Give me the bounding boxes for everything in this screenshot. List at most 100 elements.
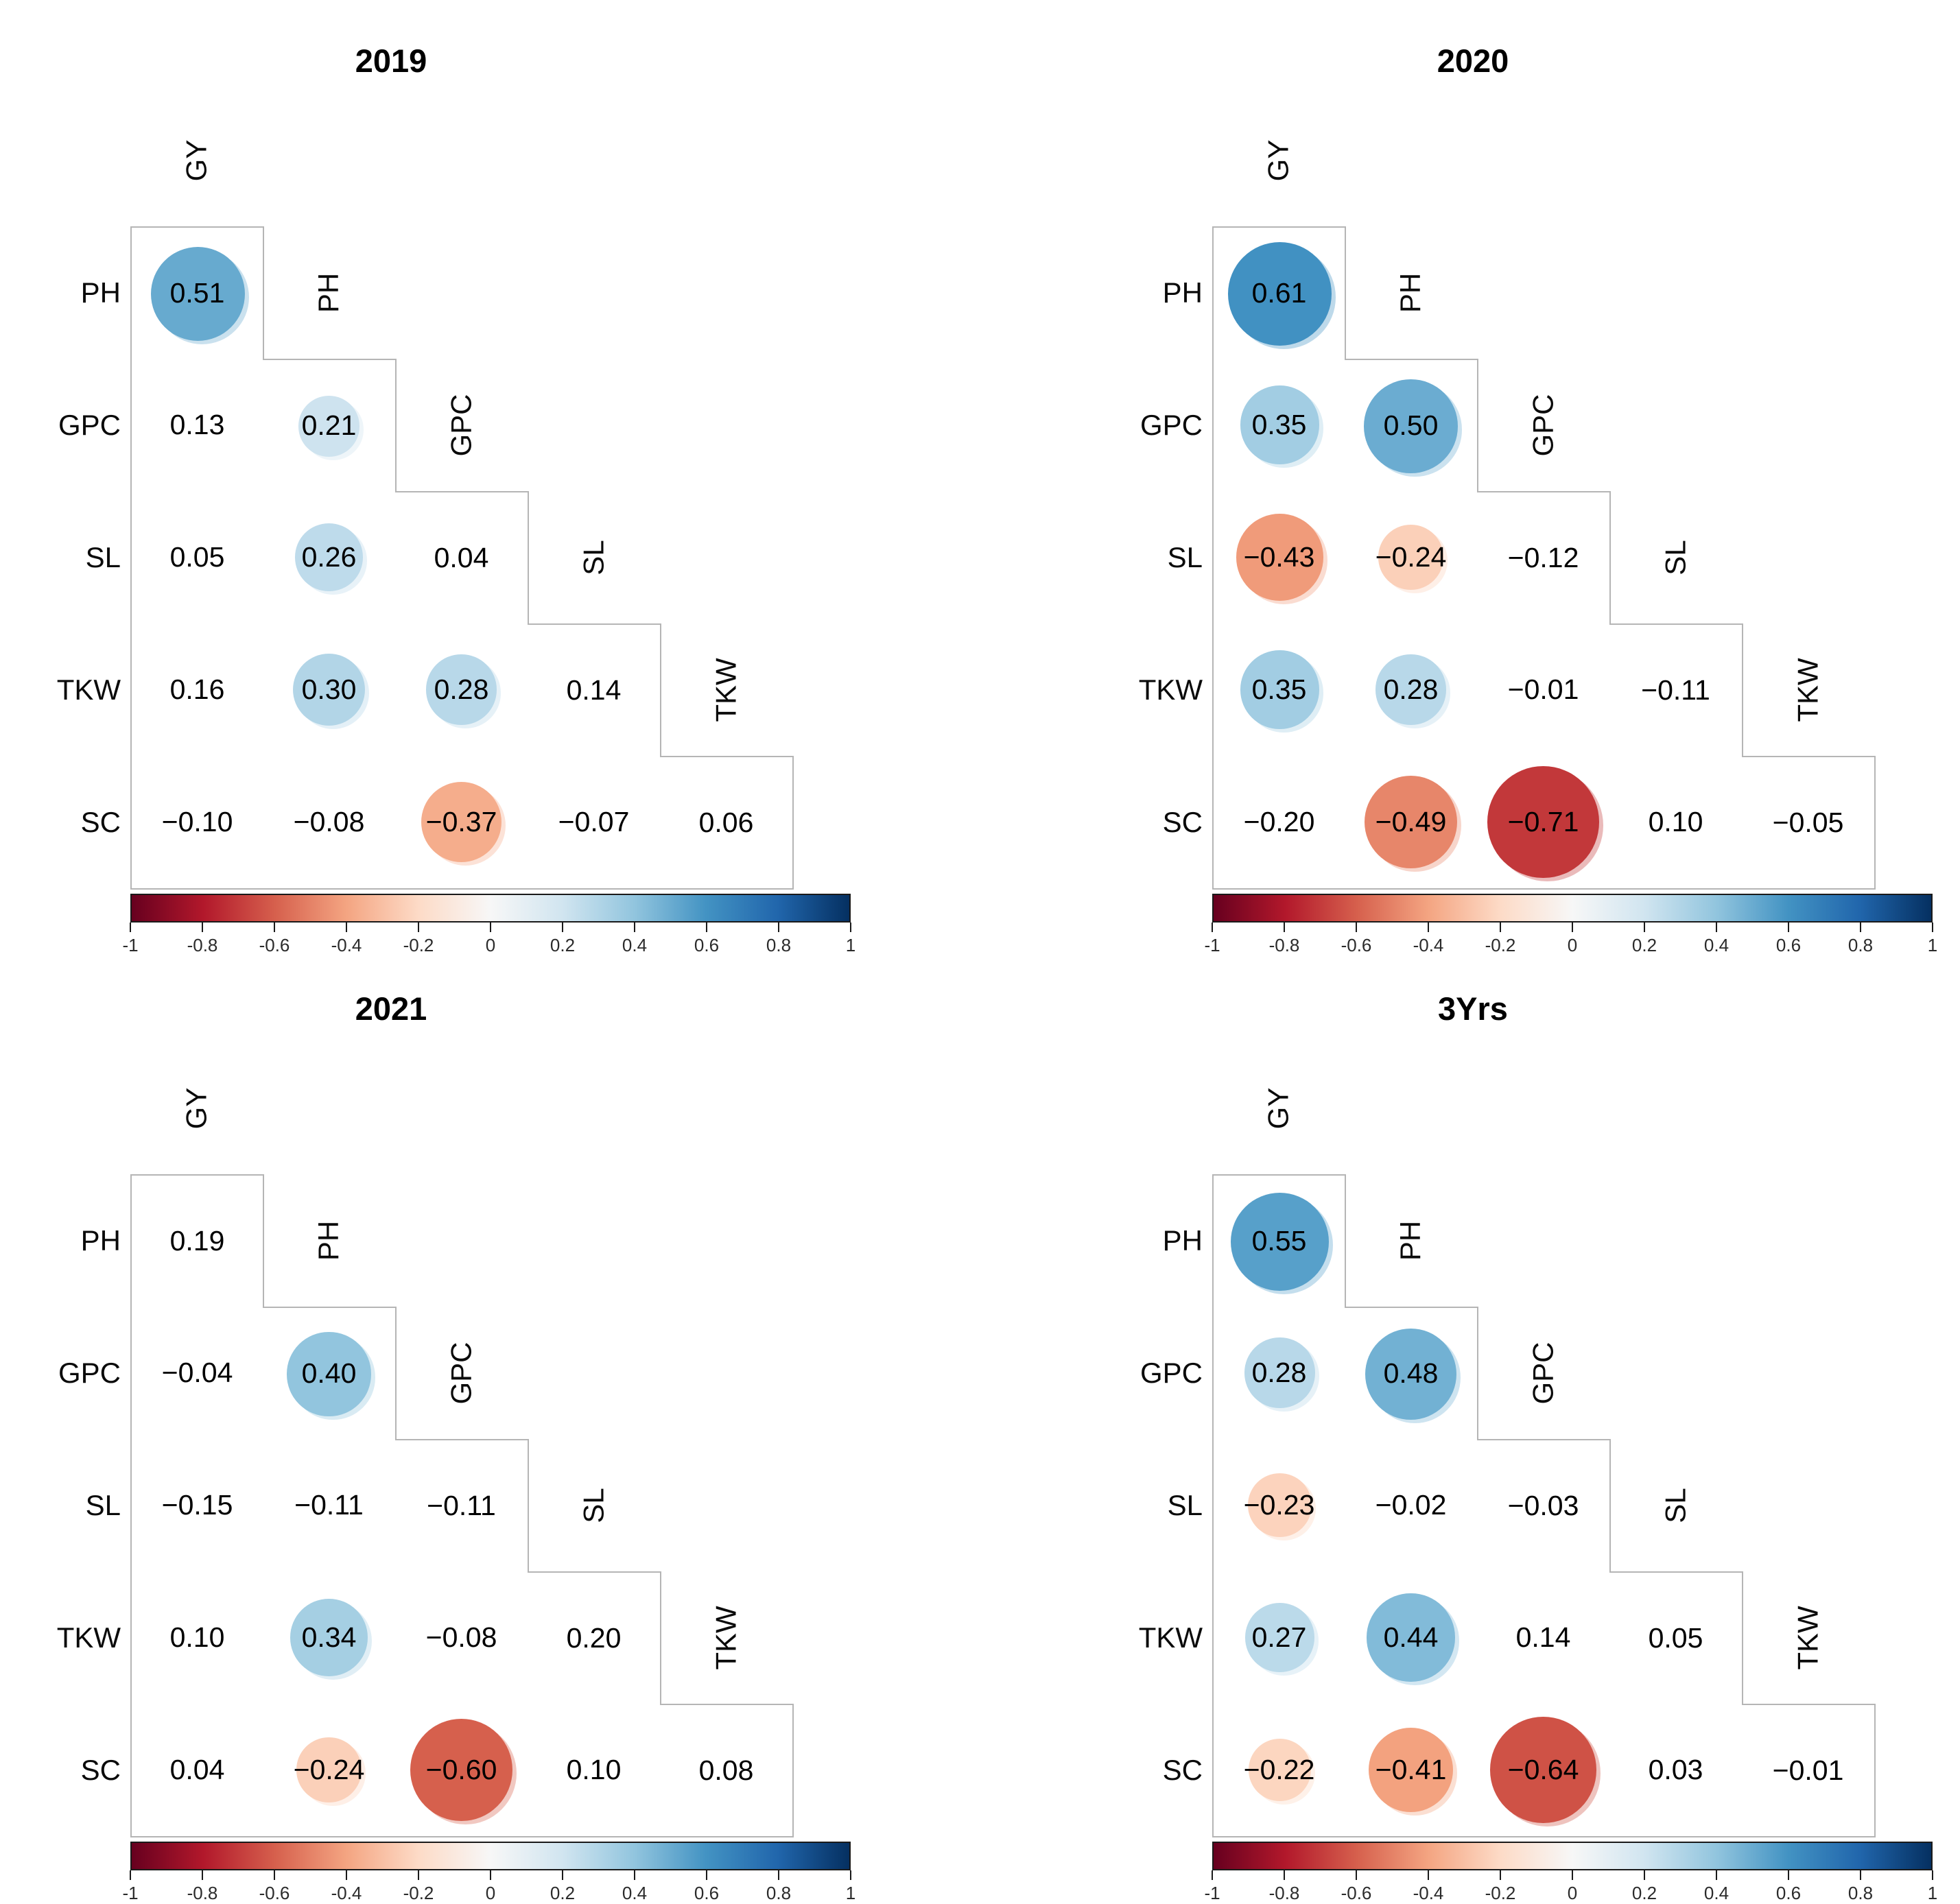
panel-title: 2021 <box>355 990 427 1027</box>
corr-cell-sc-tkw: −0.01 <box>1742 1704 1876 1837</box>
corr-cell-sl-gpc: −0.12 <box>1477 491 1611 625</box>
colorbar-tick <box>1356 1870 1357 1880</box>
colorbar-tick-label: 0 <box>1567 1883 1578 1903</box>
corr-cell-tkw-gpc: 0.28 <box>395 623 529 757</box>
diag-label-text: PH <box>312 1220 345 1261</box>
diag-label-text: TKW <box>709 1605 742 1670</box>
colorbar-tick-label: 0.6 <box>694 1883 720 1903</box>
corr-value: 0.10 <box>1648 806 1703 837</box>
corr-value: −0.01 <box>1507 674 1579 705</box>
corr-cell-sl-gpc: −0.11 <box>395 1439 529 1573</box>
colorbar-tick-label: 0.4 <box>622 935 648 955</box>
colorbar-tick-label: -1 <box>1204 1883 1220 1903</box>
corr-value: 0.28 <box>434 674 489 705</box>
colorbar-tick-label: 0.8 <box>1847 935 1874 955</box>
diag-label-sl: SL <box>1609 491 1742 623</box>
diag-label-text: GPC <box>1526 1341 1559 1405</box>
colorbar-tick-label: -0.6 <box>259 1883 290 1903</box>
corr-cell-sc-tkw: −0.05 <box>1742 756 1876 890</box>
corr-value: −0.02 <box>1375 1489 1447 1521</box>
colorbar-tick <box>1284 1870 1285 1880</box>
colorbar-tick-label: 0 <box>485 935 496 955</box>
colorbar-tick-label: 1 <box>1927 935 1938 955</box>
corr-cell-sl-gpc: −0.03 <box>1477 1439 1611 1573</box>
row-label-gpc: GPC <box>1140 1356 1203 1389</box>
corr-value: 0.14 <box>1515 1621 1571 1653</box>
colorbar-tick-label: -0.8 <box>187 1883 218 1903</box>
diag-label-gpc: GPC <box>1477 1307 1609 1439</box>
row-label-sl: SL <box>85 540 121 573</box>
corr-circle <box>298 396 359 457</box>
colorbar-tick <box>634 1870 635 1880</box>
corr-cell-sl-ph: −0.11 <box>263 1439 397 1573</box>
corr-value: 0.34 <box>301 1621 357 1653</box>
corr-circle <box>287 1332 371 1416</box>
colorbar-tick <box>1212 1870 1213 1880</box>
corr-cell-sc-gy: −0.22 <box>1212 1704 1346 1837</box>
colorbar-tick <box>1500 923 1501 932</box>
row-label-ph: PH <box>80 276 121 309</box>
corr-cell-sl-gy: 0.05 <box>130 491 264 625</box>
colorbar-tick <box>1356 923 1357 932</box>
colorbar-tick <box>1932 1870 1933 1880</box>
corr-value: −0.71 <box>1507 806 1579 837</box>
corr-value: −0.60 <box>425 1754 497 1785</box>
colorbar-tick <box>562 1870 563 1880</box>
corr-cell-sc-sl: 0.10 <box>528 1704 661 1837</box>
corr-cell-sc-ph: −0.24 <box>263 1704 397 1837</box>
corr-cell-tkw-ph: 0.30 <box>263 623 397 757</box>
diag-label-text: TKW <box>1791 1605 1824 1670</box>
colorbar-tick-label: -0.4 <box>1413 935 1444 955</box>
corr-value: −0.20 <box>1243 806 1315 837</box>
corr-value: −0.37 <box>425 806 497 837</box>
panel-title: 2019 <box>355 43 427 79</box>
colorbar-tick <box>202 923 203 932</box>
colorbar-tick-label: 0.6 <box>694 935 720 955</box>
colorbar-tick-label: 0.4 <box>622 1883 648 1903</box>
corr-cell-sl-gy: −0.43 <box>1212 491 1346 625</box>
diag-label-text: SL <box>1659 539 1692 575</box>
row-label-sc: SC <box>1162 1753 1203 1786</box>
diag-label-sl: SL <box>528 1439 660 1571</box>
corr-cell-sc-gy: 0.04 <box>130 1704 264 1837</box>
colorbar-tick <box>1212 923 1213 932</box>
corr-circle <box>1244 1337 1315 1408</box>
colorbar-tick <box>1428 1870 1429 1880</box>
colorbar-tick-label: 0.8 <box>1847 1883 1874 1903</box>
row-label-sl: SL <box>1167 540 1203 573</box>
corr-circle <box>290 1599 368 1676</box>
corr-cell-tkw-ph: 0.44 <box>1345 1571 1478 1705</box>
colorbar-tick-label: -0.2 <box>1485 935 1516 955</box>
panel-title: 3Yrs <box>1438 990 1508 1027</box>
corr-value: 0.35 <box>1251 674 1307 705</box>
corr-circle <box>150 246 246 342</box>
panel-2019: 2019 PH GPC SL TKW SC GY PH GPC SL TKW 0.51 0.13 0.2… <box>0 0 980 955</box>
panel-3yrs: 3Yrs PH GPC SL TKW SC GY PH GPC SL TKW 0.55 0.28 0.4… <box>1082 948 1960 1903</box>
corr-cell-ph-gy: 0.19 <box>130 1174 264 1308</box>
diag-label-gy: GY <box>130 1042 263 1174</box>
colorbar-tick <box>1644 1870 1645 1880</box>
corr-value: 0.08 <box>698 1754 754 1786</box>
corr-circle <box>1236 514 1323 601</box>
corr-cell-tkw-ph: 0.28 <box>1345 623 1478 757</box>
diag-label-text: GY <box>1262 1087 1295 1129</box>
colorbar-tick-label: -0.2 <box>1485 1883 1516 1903</box>
corr-value: 0.16 <box>169 674 225 705</box>
corr-value: −0.12 <box>1507 542 1579 573</box>
corr-cell-tkw-sl: 0.05 <box>1609 1571 1743 1705</box>
row-label-ph: PH <box>1162 276 1203 309</box>
corr-value: 0.40 <box>301 1357 357 1389</box>
colorbar-tick-label: 1 <box>845 1883 856 1903</box>
corr-cell-ph-gy: 0.55 <box>1212 1174 1346 1308</box>
corr-value: −0.08 <box>293 806 365 837</box>
corr-circle <box>1368 1727 1454 1813</box>
colorbar-tick <box>634 923 635 932</box>
corr-value: 0.26 <box>301 541 357 573</box>
colorbar-tick <box>778 923 779 932</box>
colorbar-tick <box>1788 923 1789 932</box>
panel-title: 2020 <box>1437 43 1509 79</box>
diag-label-gy: GY <box>1212 1042 1345 1174</box>
corr-cell-tkw-gy: 0.35 <box>1212 623 1346 757</box>
diag-label-text: TKW <box>1791 657 1824 722</box>
corr-cell-tkw-gy: 0.10 <box>130 1571 264 1705</box>
